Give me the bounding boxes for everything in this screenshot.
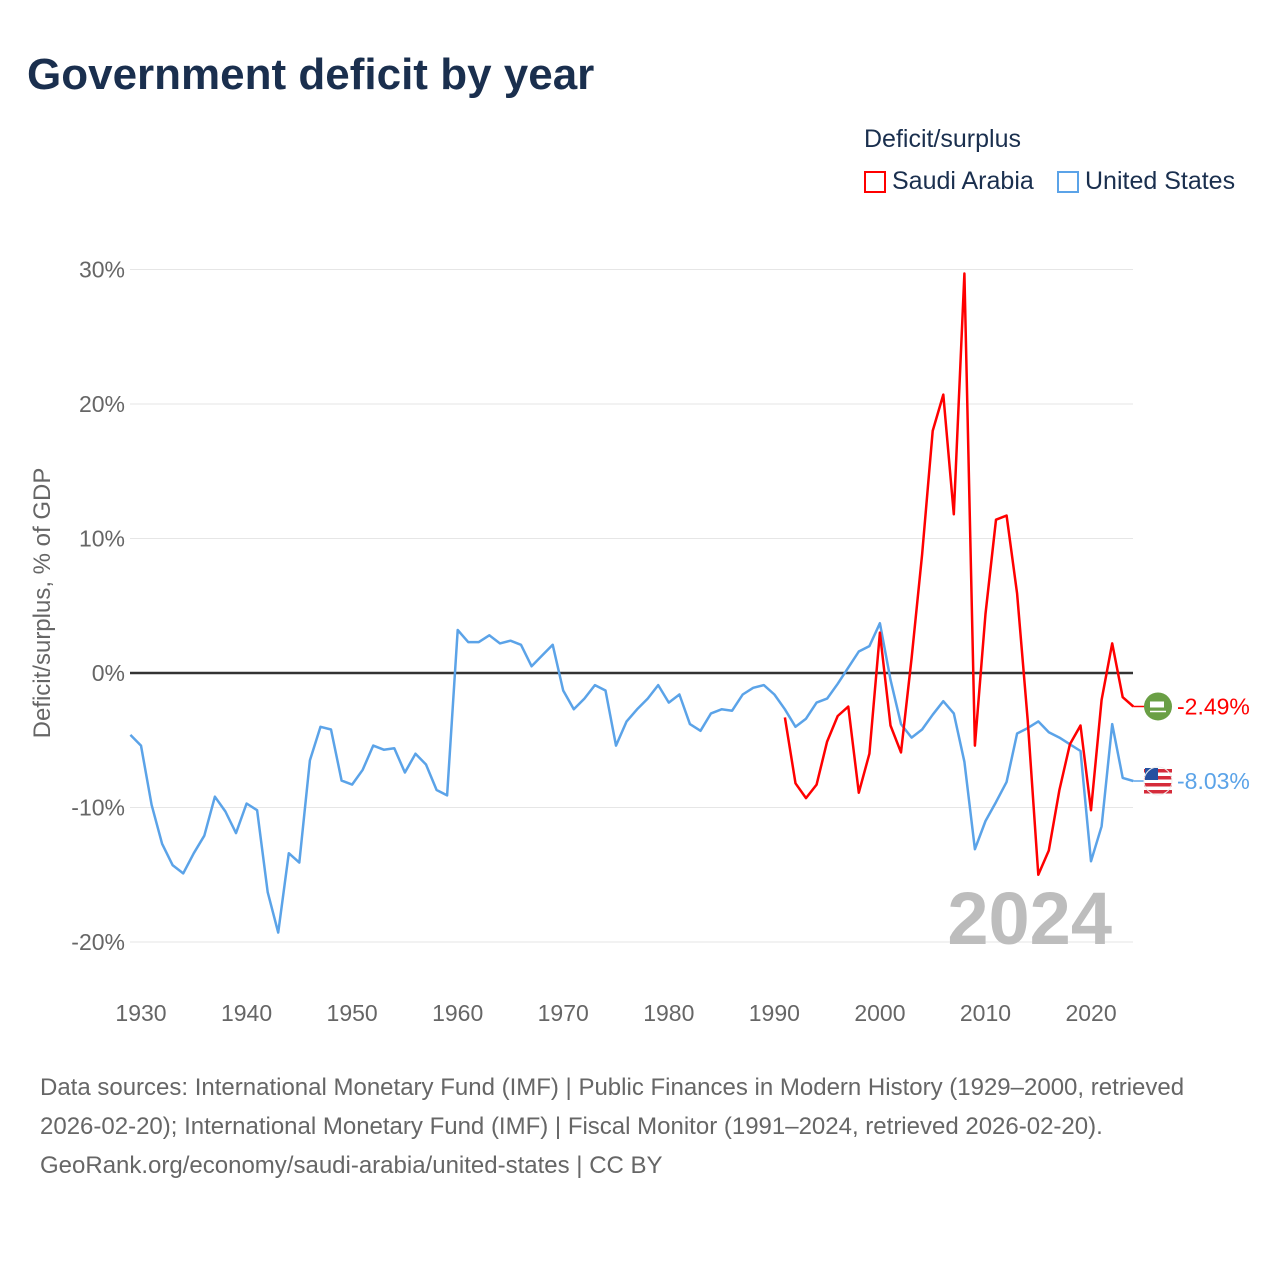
- y-axis-label: Deficit/surplus, % of GDP: [29, 468, 56, 739]
- legend-swatch-saudi-arabia: [864, 170, 886, 193]
- legend-item-saudi-arabia[interactable]: Saudi Arabia: [864, 167, 1034, 196]
- legend-swatch-united-states: [1057, 170, 1079, 193]
- y-tick-label: 10%: [79, 526, 125, 552]
- x-tick-label: 1970: [538, 1000, 589, 1026]
- x-tick-label: 1980: [643, 1000, 694, 1026]
- x-tick-label: 1940: [221, 1000, 272, 1026]
- x-tick-label: 1960: [432, 1000, 483, 1026]
- y-tick-label: 0%: [92, 660, 125, 686]
- x-tick-label: 2020: [1065, 1000, 1116, 1026]
- end-label-united-states: -8.03%: [1177, 768, 1250, 794]
- chart-title: Government deficit by year: [27, 50, 595, 99]
- x-tick-label: 2000: [854, 1000, 905, 1026]
- saudi-arabia-flag-icon: [1144, 692, 1172, 721]
- footer: Data sources: International Monetary Fun…: [40, 1068, 1240, 1185]
- end-label-saudi-arabia: -2.49%: [1177, 693, 1250, 719]
- legend-item-united-states[interactable]: United States: [1057, 167, 1235, 196]
- x-tick-label: 1990: [749, 1000, 800, 1026]
- y-tick-label: -20%: [71, 929, 125, 955]
- data-sources: Data sources: International Monetary Fun…: [40, 1074, 1185, 1140]
- series-line-united-states[interactable]: [129, 621, 1134, 934]
- legend-title: Deficit/surplus: [864, 125, 1021, 153]
- y-tick-label: 20%: [79, 391, 125, 417]
- y-tick-label: -10%: [71, 795, 125, 821]
- credit-link[interactable]: GeoRank.org/economy/saudi-arabia/united-…: [40, 1152, 663, 1179]
- x-tick-label: 2010: [960, 1000, 1011, 1026]
- legend-label: Saudi Arabia: [892, 167, 1034, 195]
- x-tick-label: 1950: [327, 1000, 378, 1026]
- united-states-flag-icon: [1143, 766, 1173, 796]
- x-tick-label: 1930: [115, 1000, 166, 1026]
- y-tick-label: 30%: [79, 257, 125, 283]
- year-watermark: 2024: [947, 877, 1112, 960]
- legend-label: United States: [1085, 167, 1236, 195]
- series-line-saudi-arabia[interactable]: [783, 272, 1135, 877]
